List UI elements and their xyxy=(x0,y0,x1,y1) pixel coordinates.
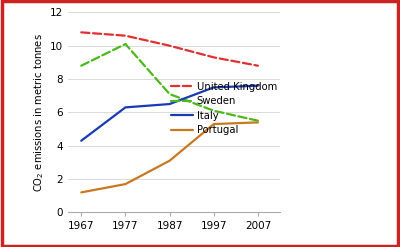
Italy xyxy=(211,86,216,89)
Portugal xyxy=(79,191,84,194)
Portugal xyxy=(167,159,172,162)
Legend: United Kingdom, Sweden, Italy, Portugal: United Kingdom, Sweden, Italy, Portugal xyxy=(171,82,277,135)
Sweden xyxy=(167,93,172,96)
Italy xyxy=(256,84,260,87)
Line: Italy: Italy xyxy=(81,86,258,141)
United Kingdom xyxy=(79,31,84,34)
United Kingdom xyxy=(167,44,172,47)
United Kingdom xyxy=(123,34,128,37)
Line: Sweden: Sweden xyxy=(81,44,258,121)
United Kingdom xyxy=(256,64,260,67)
Italy xyxy=(123,106,128,109)
Sweden xyxy=(256,119,260,122)
United Kingdom xyxy=(211,56,216,59)
Sweden xyxy=(123,42,128,45)
Sweden xyxy=(79,64,84,67)
Portugal xyxy=(123,183,128,185)
Italy xyxy=(79,139,84,142)
Sweden xyxy=(211,109,216,112)
Y-axis label: CO$_2$ emissions in metric tonnes: CO$_2$ emissions in metric tonnes xyxy=(32,33,46,192)
Portugal xyxy=(211,123,216,125)
Line: United Kingdom: United Kingdom xyxy=(81,32,258,66)
Portugal xyxy=(256,121,260,124)
Italy xyxy=(167,103,172,105)
Line: Portugal: Portugal xyxy=(81,123,258,192)
